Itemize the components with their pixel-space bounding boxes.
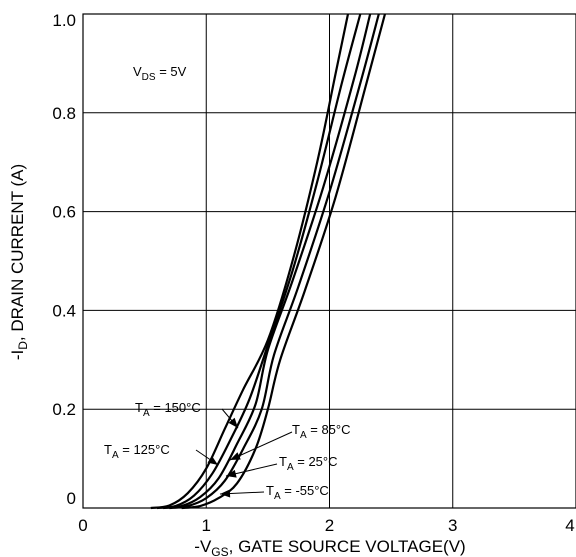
y-axis-label: -ID, DRAIN CURRENT (A) — [8, 164, 30, 360]
y-tick-label: 0.8 — [52, 104, 76, 123]
arrowhead — [207, 456, 218, 465]
x-tick-label: 3 — [448, 516, 457, 535]
y-tick-label: 1.0 — [52, 11, 76, 30]
grid — [83, 14, 576, 508]
series-line — [169, 13, 380, 510]
x-axis-label: -VGS, GATE SOURCE VOLTAGE(V) — [194, 537, 465, 557]
series-label: TA = 125°C — [104, 442, 170, 461]
plot-frame — [82, 13, 576, 509]
series-line — [150, 13, 350, 510]
arrowhead — [220, 489, 231, 498]
series-group — [150, 13, 387, 510]
series-label-leader — [229, 431, 293, 461]
x-tick-label: 2 — [325, 516, 334, 535]
series-line — [162, 13, 372, 510]
y-tick-label: 0.6 — [52, 203, 76, 222]
x-tick-label: 0 — [78, 516, 87, 535]
x-tick-label: 4 — [565, 516, 574, 535]
series-label: TA = -55°C — [266, 483, 329, 502]
condition-label: VDS = 5V — [133, 64, 187, 83]
arrowhead — [226, 469, 237, 478]
arrowhead — [230, 452, 241, 460]
tick-labels: 0 1 2 3 4 0 0.2 0.4 0.6 0.8 1.0 — [52, 11, 574, 535]
arrowhead — [228, 417, 238, 428]
y-tick-label: 0.4 — [52, 301, 76, 320]
series-label: TA = 25°C — [279, 454, 338, 473]
y-tick-label: 0.2 — [52, 400, 76, 419]
series-line — [181, 13, 387, 510]
annotations: TA = 150°C TA = 125°C TA = 85°C TA = 25°C TA… — [104, 400, 351, 502]
series-line — [156, 13, 362, 510]
x-tick-label: 1 — [202, 516, 211, 535]
series-label: TA = 150°C — [135, 400, 201, 419]
series-label: TA = 85°C — [292, 422, 351, 441]
y-tick-label: 0 — [67, 489, 76, 508]
